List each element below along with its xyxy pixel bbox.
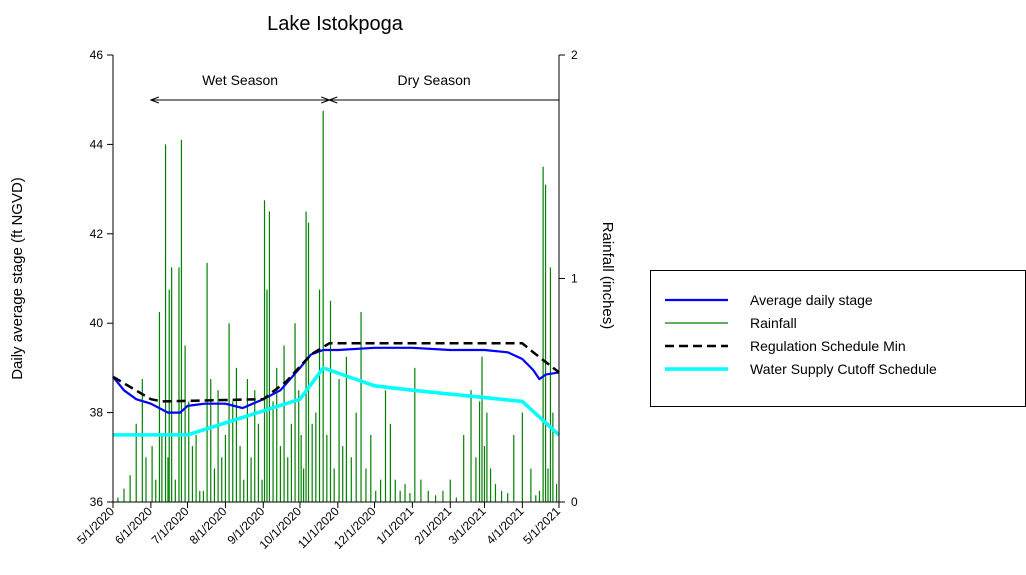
x-tick-label: 7/1/2020 bbox=[149, 504, 192, 547]
x-tick-label: 6/1/2020 bbox=[112, 504, 155, 547]
average-daily-stage-line bbox=[112, 346, 560, 414]
x-tick-label: 8/1/2020 bbox=[187, 504, 230, 547]
y2-tick-label: 1 bbox=[571, 272, 578, 286]
legend-label-rainfall: Rainfall bbox=[750, 315, 797, 331]
y2-tick-label: 2 bbox=[571, 48, 578, 62]
regulation-schedule-min-line bbox=[112, 342, 560, 403]
legend-box bbox=[650, 270, 1026, 407]
y2-tick-label: 0 bbox=[571, 495, 578, 509]
y-tick-label: 44 bbox=[90, 137, 104, 151]
y-tick-label: 40 bbox=[90, 316, 104, 330]
dry-season-label: Dry Season bbox=[398, 72, 471, 88]
chart-title: Lake Istokpoga bbox=[267, 13, 404, 35]
x-tick-label: 1/1/2021 bbox=[374, 504, 417, 547]
legend: Average daily stage Rainfall Regulation Sc… bbox=[650, 270, 1026, 407]
y-tick-label: 36 bbox=[90, 495, 104, 509]
plot-area: 36 38 40 42 44 46 0 1 2 5/1/20206/1/20207/1/20208… bbox=[9, 48, 616, 552]
water-supply-cutoff-schedule-line bbox=[113, 366, 561, 437]
x-tick-label: 3/1/2021 bbox=[446, 504, 489, 547]
x-tick-label: 5/1/2021 bbox=[520, 504, 563, 547]
y-tick-label: 42 bbox=[90, 227, 104, 241]
y-axis-title: Daily average stage (ft NGVD) bbox=[9, 177, 26, 380]
x-tick-label: 4/1/2021 bbox=[484, 504, 527, 547]
y-tick-label: 46 bbox=[90, 48, 104, 62]
x-tick-label: 5/1/2020 bbox=[74, 504, 117, 547]
y-tick-label: 38 bbox=[90, 406, 104, 420]
legend-label-regulation-schedule-min: Regulation Schedule Min bbox=[750, 338, 906, 354]
wet-season-label: Wet Season bbox=[202, 72, 278, 88]
y2-axis-title: Rainfall (inches) bbox=[599, 222, 616, 330]
legend-label-water-supply-cutoff-schedule: Water Supply Cutoff Schedule bbox=[750, 361, 937, 377]
legend-label-average-daily-stage: Average daily stage bbox=[750, 292, 873, 308]
